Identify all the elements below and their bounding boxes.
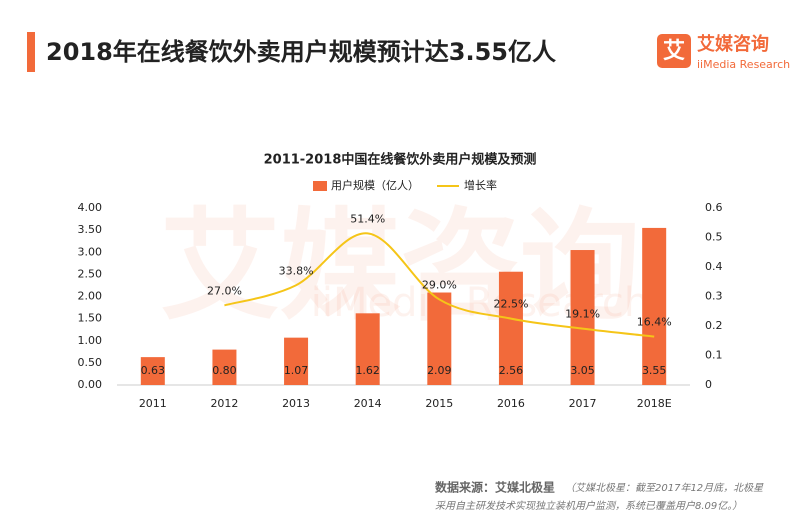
legend-label: 用户规模（亿人） (331, 178, 419, 192)
y-tick-label: 4.00 (78, 201, 103, 214)
bar (355, 313, 380, 385)
bar (642, 227, 667, 385)
data-label: 27.0% (207, 284, 242, 297)
source-label: 数据来源：艾媒北极星 (435, 480, 555, 495)
x-tick-label: 2015 (425, 397, 453, 410)
data-label: 1.07 (284, 364, 309, 377)
logo-name: 艾媒咨询 (697, 33, 769, 55)
y2-tick-label: 0.3 (705, 290, 723, 303)
x-tick-label: 2012 (210, 397, 238, 410)
x-tick-label: 2016 (497, 397, 525, 410)
y-tick-label: 0.00 (78, 378, 103, 391)
logo-sub: iiMedia Research (697, 58, 790, 71)
y2-tick-label: 0 (705, 378, 712, 391)
data-label: 0.80 (212, 364, 237, 377)
y2-tick-label: 0.1 (705, 349, 723, 362)
bar (427, 292, 452, 385)
y2-tick-label: 0.2 (705, 319, 723, 332)
source-note: 采用自主研发技术实现独立装机用户监测，系统已覆盖用户8.09亿。） (435, 500, 742, 512)
y-tick-label: 0.50 (78, 356, 103, 369)
data-label: 51.4% (350, 212, 385, 225)
data-label: 1.62 (355, 364, 380, 377)
chart-title: 2011-2018中国在线餐饮外卖用户规模及预测 (264, 152, 537, 168)
legend-label: 增长率 (464, 178, 497, 192)
y-tick-label: 1.00 (78, 334, 103, 347)
bar (498, 271, 523, 385)
legend-swatch (313, 181, 327, 191)
logo-box (657, 34, 691, 68)
watermark: 艾媒咨询 (160, 198, 640, 337)
y2-tick-label: 0.5 (705, 231, 723, 244)
bar (212, 349, 237, 385)
data-label: 19.1% (565, 308, 600, 321)
y-tick-label: 1.50 (78, 312, 103, 325)
y-tick-label: 3.00 (78, 245, 103, 258)
x-tick-label: 2014 (354, 397, 382, 410)
y-tick-label: 2.50 (78, 267, 103, 280)
y-tick-label: 2.00 (78, 290, 103, 303)
logo-icon: 艾 (663, 39, 685, 64)
data-label: 0.63 (141, 364, 166, 377)
data-label: 16.4% (637, 316, 672, 329)
title-accent (27, 32, 35, 72)
data-label: 22.5% (493, 298, 528, 311)
x-tick-label: 2013 (282, 397, 310, 410)
source-note: （艾媒北极星：截至2017年12月底，北极星 (565, 482, 764, 494)
data-label: 33.8% (279, 264, 314, 277)
page-title: 2018年在线餐饮外卖用户规模预计达3.55亿人 (46, 38, 556, 66)
x-tick-label: 2018E (637, 397, 672, 410)
data-label: 2.09 (427, 364, 452, 377)
y2-tick-label: 0.4 (705, 260, 723, 273)
data-label: 3.05 (570, 364, 595, 377)
x-tick-label: 2011 (139, 397, 167, 410)
bar (284, 337, 309, 385)
y-tick-label: 3.50 (78, 223, 103, 236)
x-tick-label: 2017 (569, 397, 597, 410)
data-label: 3.55 (642, 364, 667, 377)
bar (140, 357, 165, 385)
y2-tick-label: 0.6 (705, 201, 723, 214)
growth-line (224, 232, 655, 338)
data-label: 29.0% (422, 278, 457, 291)
bar (570, 250, 595, 385)
data-label: 2.56 (499, 364, 524, 377)
